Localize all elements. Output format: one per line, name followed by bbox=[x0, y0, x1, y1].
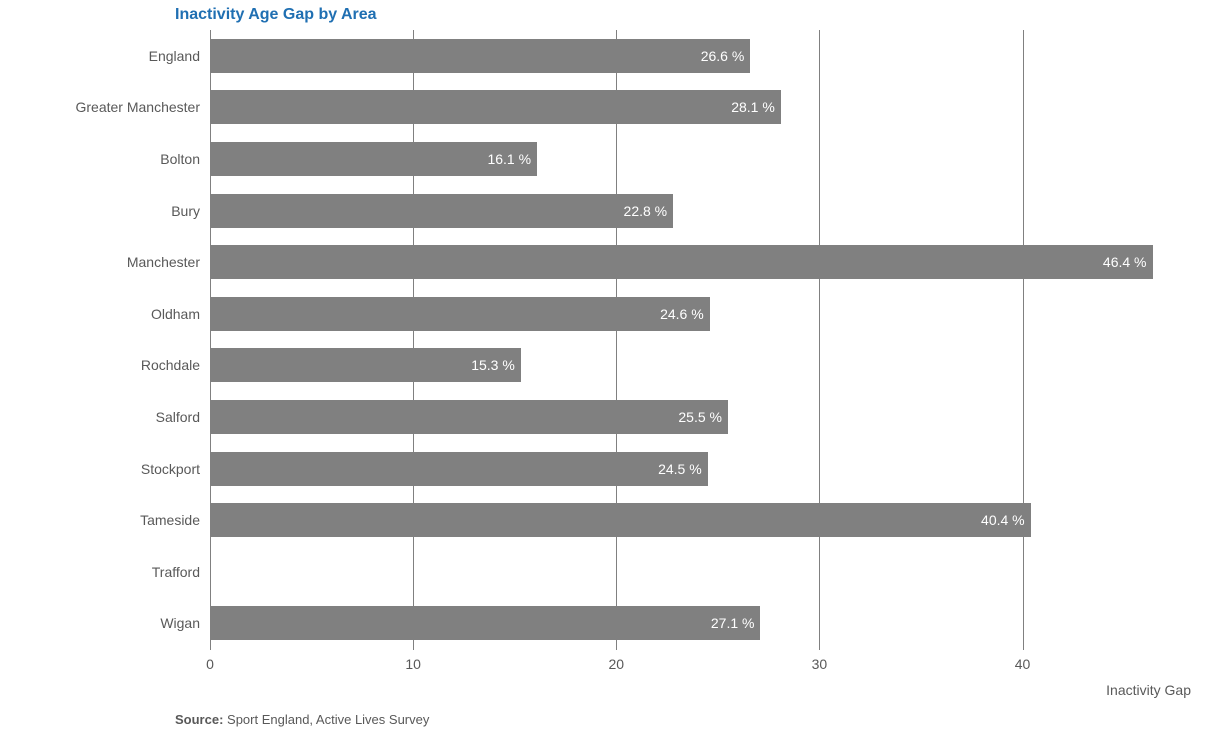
source-prefix: Source: bbox=[175, 712, 223, 727]
bar-row: 28.1 % bbox=[210, 90, 1185, 124]
y-axis-label: Greater Manchester bbox=[76, 99, 201, 115]
bar: 46.4 % bbox=[210, 245, 1153, 279]
x-tick-label: 40 bbox=[1015, 656, 1031, 672]
bar-value-label: 24.5 % bbox=[658, 461, 702, 477]
bar: 15.3 % bbox=[210, 348, 521, 382]
bar-row: 46.4 % bbox=[210, 245, 1185, 279]
bar-value-label: 22.8 % bbox=[624, 203, 668, 219]
chart-source: Source: Sport England, Active Lives Surv… bbox=[175, 712, 429, 727]
y-axis-label: Wigan bbox=[160, 615, 200, 631]
bar-row: 24.5 % bbox=[210, 452, 1185, 486]
x-axis-title: Inactivity Gap bbox=[1106, 682, 1191, 698]
x-tick-label: 30 bbox=[812, 656, 828, 672]
bar-value-label: 28.1 % bbox=[731, 99, 775, 115]
bar-row: 27.1 % bbox=[210, 606, 1185, 640]
x-tick-label: 20 bbox=[608, 656, 624, 672]
y-axis-label: Manchester bbox=[127, 254, 200, 270]
bar-value-label: 40.4 % bbox=[981, 512, 1025, 528]
y-axis-label: Rochdale bbox=[141, 357, 200, 373]
bar-row: 15.3 % bbox=[210, 348, 1185, 382]
bar: 24.5 % bbox=[210, 452, 708, 486]
bar: 28.1 % bbox=[210, 90, 781, 124]
y-axis-label: Stockport bbox=[141, 461, 200, 477]
bar-value-label: 24.6 % bbox=[660, 306, 704, 322]
bar-row: 26.6 % bbox=[210, 39, 1185, 73]
y-axis-label: Bolton bbox=[160, 151, 200, 167]
bar: 16.1 % bbox=[210, 142, 537, 176]
bar-row: 40.4 % bbox=[210, 503, 1185, 537]
y-axis-label: Tameside bbox=[140, 512, 200, 528]
bar-value-label: 27.1 % bbox=[711, 615, 755, 631]
bar-row: 24.6 % bbox=[210, 297, 1185, 331]
bar-value-label: 15.3 % bbox=[471, 357, 515, 373]
bar-row: 22.8 % bbox=[210, 194, 1185, 228]
bar-row bbox=[210, 555, 1185, 589]
bar: 25.5 % bbox=[210, 400, 728, 434]
bar: 24.6 % bbox=[210, 297, 710, 331]
source-text: Sport England, Active Lives Survey bbox=[227, 712, 429, 727]
bar: 27.1 % bbox=[210, 606, 760, 640]
bar-value-label: 46.4 % bbox=[1103, 254, 1147, 270]
bar-value-label: 26.6 % bbox=[701, 48, 745, 64]
bar-value-label: 25.5 % bbox=[678, 409, 722, 425]
bar: 26.6 % bbox=[210, 39, 750, 73]
y-axis-label: Oldham bbox=[151, 306, 200, 322]
bar-row: 25.5 % bbox=[210, 400, 1185, 434]
bar-row: 16.1 % bbox=[210, 142, 1185, 176]
bar-value-label: 16.1 % bbox=[487, 151, 531, 167]
y-axis-label: England bbox=[149, 48, 200, 64]
chart-plot-area: 26.6 % 28.1 % 16.1 % 22.8 % 46.4 % 24.6 % 15.3… bbox=[210, 30, 1185, 650]
y-axis-label: Salford bbox=[156, 409, 200, 425]
y-axis-label: Trafford bbox=[152, 564, 200, 580]
bar: 40.4 % bbox=[210, 503, 1031, 537]
chart-title: Inactivity Age Gap by Area bbox=[175, 6, 377, 24]
x-tick-label: 10 bbox=[405, 656, 421, 672]
x-tick-label: 0 bbox=[206, 656, 214, 672]
y-axis-label: Bury bbox=[171, 203, 200, 219]
bar: 22.8 % bbox=[210, 194, 673, 228]
